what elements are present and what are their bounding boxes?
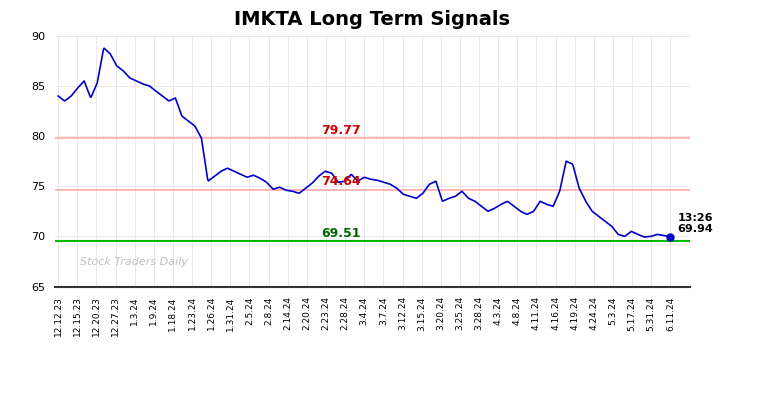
Text: 79.77: 79.77	[321, 124, 361, 137]
Title: IMKTA Long Term Signals: IMKTA Long Term Signals	[234, 10, 510, 29]
Text: 13:26
69.94: 13:26 69.94	[677, 213, 713, 234]
Point	[664, 234, 677, 240]
Text: 69.51: 69.51	[321, 227, 361, 240]
Text: Stock Traders Daily: Stock Traders Daily	[80, 256, 188, 267]
Text: 74.64: 74.64	[321, 176, 361, 188]
